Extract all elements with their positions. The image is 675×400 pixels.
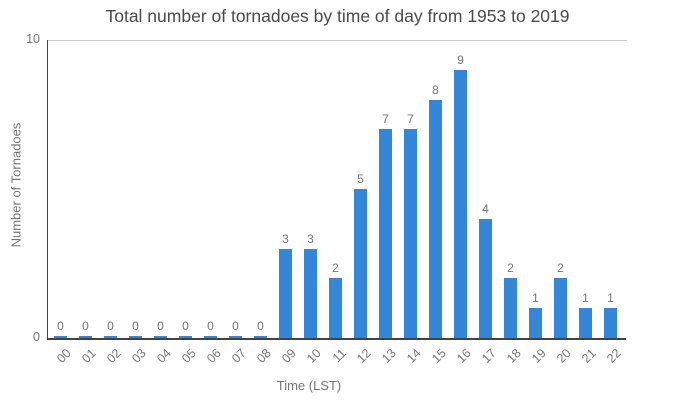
- bar-value-label: 9: [457, 53, 464, 67]
- bar-21[interactable]: [579, 308, 592, 338]
- x-tick-label: 12: [354, 346, 374, 366]
- x-tick-label: 08: [254, 346, 274, 366]
- x-tick-label: 05: [179, 346, 199, 366]
- bar-value-label: 1: [607, 291, 614, 305]
- bar-04[interactable]: [154, 336, 167, 338]
- bar-02[interactable]: [104, 336, 117, 338]
- x-tick-label: 02: [104, 346, 124, 366]
- bar-22[interactable]: [604, 308, 617, 338]
- x-tick-label: 04: [154, 346, 174, 366]
- x-tick-label: 16: [454, 346, 474, 366]
- bar-value-label: 4: [482, 202, 489, 216]
- bar-18[interactable]: [504, 278, 517, 338]
- bar-value-label: 2: [507, 261, 514, 275]
- bar-value-label: 7: [382, 112, 389, 126]
- bar-03[interactable]: [129, 336, 142, 338]
- x-tick-label: 21: [579, 346, 599, 366]
- bar-11[interactable]: [329, 278, 342, 338]
- x-tick-label: 09: [279, 346, 299, 366]
- x-tick-label: 13: [379, 346, 399, 366]
- bar-20[interactable]: [554, 278, 567, 338]
- bar-09[interactable]: [279, 249, 292, 338]
- bar-value-label: 0: [107, 319, 114, 333]
- y-tick-label: 0: [33, 330, 40, 344]
- y-axis-title: Number of Tornadoes: [8, 122, 24, 248]
- bar-19[interactable]: [529, 308, 542, 338]
- x-tick-label: 10: [304, 346, 324, 366]
- y-axis-line: [47, 40, 48, 340]
- bar-value-label: 0: [57, 319, 64, 333]
- x-tick-label: 00: [54, 346, 74, 366]
- y-tick-label: 10: [26, 32, 40, 46]
- bar-17[interactable]: [479, 219, 492, 338]
- chart-title: Total number of tornadoes by time of day…: [105, 6, 570, 26]
- bar-value-label: 3: [282, 232, 289, 246]
- bar-value-label: 0: [182, 319, 189, 333]
- gridline: [48, 40, 627, 41]
- bar-value-label: 5: [357, 172, 364, 186]
- x-tick-label: 14: [404, 346, 424, 366]
- x-tick-label: 11: [329, 346, 349, 366]
- bar-value-label: 3: [307, 232, 314, 246]
- bar-08[interactable]: [254, 336, 267, 338]
- bar-value-label: 0: [82, 319, 89, 333]
- x-tick-label: 15: [429, 346, 449, 366]
- bar-value-label: 1: [582, 291, 589, 305]
- bar-01[interactable]: [79, 336, 92, 338]
- bar-14[interactable]: [404, 129, 417, 338]
- x-tick-label: 20: [554, 346, 574, 366]
- x-tick-label: 18: [504, 346, 524, 366]
- bar-value-label: 0: [257, 319, 264, 333]
- x-tick-label: 07: [229, 346, 249, 366]
- bar-10[interactable]: [304, 249, 317, 338]
- bar-13[interactable]: [379, 129, 392, 338]
- bar-value-label: 0: [157, 319, 164, 333]
- bar-value-label: 1: [532, 291, 539, 305]
- x-tick-label: 17: [479, 346, 499, 366]
- x-tick-label: 22: [604, 346, 624, 366]
- bar-05[interactable]: [179, 336, 192, 338]
- bar-00[interactable]: [54, 336, 67, 338]
- x-axis-line: [47, 338, 626, 340]
- bar-value-label: 8: [432, 83, 439, 97]
- bar-12[interactable]: [354, 189, 367, 338]
- bar-value-label: 2: [332, 261, 339, 275]
- bar-value-label: 0: [207, 319, 214, 333]
- bar-15[interactable]: [429, 100, 442, 338]
- x-tick-label: 01: [79, 346, 99, 366]
- bar-07[interactable]: [229, 336, 242, 338]
- x-tick-label: 19: [529, 346, 549, 366]
- x-tick-label: 06: [204, 346, 224, 366]
- bar-value-label: 0: [132, 319, 139, 333]
- bar-value-label: 0: [232, 319, 239, 333]
- bar-06[interactable]: [204, 336, 217, 338]
- bar-value-label: 7: [407, 112, 414, 126]
- bar-16[interactable]: [454, 70, 467, 338]
- x-axis-title: Time (LST): [276, 378, 342, 393]
- x-tick-label: 03: [129, 346, 149, 366]
- bar-value-label: 2: [557, 261, 564, 275]
